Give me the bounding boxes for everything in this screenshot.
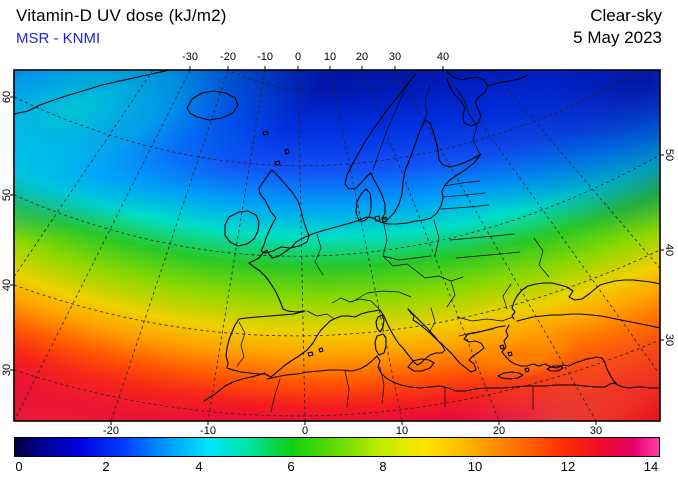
coast-sardinia	[374, 333, 387, 356]
graticule-meridians	[14, 70, 660, 421]
coast-turkey	[501, 324, 598, 369]
lon-label-bottom: 30	[589, 425, 603, 437]
lon-label-top: 30	[388, 51, 402, 63]
lon-label-top: 10	[323, 51, 337, 63]
southwest-warm-anomaly	[14, 335, 241, 421]
graticule-parallels	[14, 70, 660, 417]
coast-great-britain	[258, 169, 310, 254]
northeast-cool-anomaly	[389, 70, 660, 235]
coast-greenland	[14, 70, 171, 115]
coast-rhodes	[524, 367, 530, 373]
coast-crete	[497, 371, 524, 380]
coast-north-africa	[266, 355, 660, 392]
coastlines	[14, 70, 660, 402]
date-label: 5 May 2023	[573, 28, 662, 47]
lon-label-top: 0	[294, 51, 302, 63]
coast-iceland	[186, 90, 239, 121]
colorbar-tick-label: 14	[643, 459, 659, 474]
colorbar-tick-label: 4	[195, 459, 203, 474]
lat-label-left: 50	[1, 188, 13, 202]
lon-label-bottom: 20	[492, 425, 506, 437]
coast-kola-white-sea	[446, 71, 489, 127]
lon-label-bottom: -10	[200, 425, 216, 437]
coast-shetland	[284, 148, 290, 155]
coast-sicily	[407, 358, 435, 372]
lat-label-right: 40	[663, 243, 675, 257]
lon-label-top: 40	[436, 51, 450, 63]
header-right-block: Clear-sky 5 May 2023	[573, 5, 662, 49]
coast-cyprus	[546, 365, 564, 372]
coast-faroe	[262, 130, 269, 136]
coast-black-sea-north	[511, 279, 660, 320]
lat-label-left: 40	[1, 278, 13, 292]
colorbar-tick-label: 2	[102, 459, 110, 474]
coast-denmark	[355, 188, 372, 222]
lat-label-right: 50	[663, 148, 675, 162]
axis-tick-marks	[10, 66, 664, 425]
coast-arctic-russia	[487, 74, 529, 87]
coast-mainland-europe	[225, 73, 506, 378]
colorbar-gradient	[14, 437, 660, 457]
colorbar-tick-label: 12	[560, 459, 576, 474]
lat-label-left: 60	[1, 90, 13, 104]
sky-condition-label: Clear-sky	[590, 6, 662, 25]
coast-levant	[596, 356, 617, 384]
coast-morocco-atlantic	[203, 372, 266, 402]
lon-label-top: -20	[220, 51, 236, 63]
lon-label-top: 20	[355, 51, 369, 63]
coast-danish-isles	[374, 215, 388, 223]
colorbar-tick-label: 10	[467, 459, 483, 474]
colorbar-tick-label: 8	[379, 459, 387, 474]
coast-corsica	[375, 314, 385, 333]
colorbar-tick-label: 6	[287, 459, 295, 474]
coast-aegean-isles	[499, 344, 513, 357]
lon-label-bottom: -20	[103, 425, 119, 437]
lat-label-left: 30	[1, 363, 13, 377]
graticule	[14, 70, 660, 421]
map-frame	[13, 69, 661, 422]
lon-label-top: -30	[182, 51, 198, 63]
coast-ireland	[224, 210, 260, 247]
coast-balearics	[307, 347, 324, 357]
lon-label-top: -10	[257, 51, 273, 63]
lon-label-bottom: 10	[395, 425, 409, 437]
colorbar-tick-label: 0	[15, 459, 23, 474]
lat-label-right: 30	[663, 333, 675, 347]
country-borders	[236, 79, 550, 413]
coast-black-sea-south	[516, 313, 660, 329]
data-source-label: MSR - KNMI	[16, 30, 101, 47]
coast-orkney	[274, 160, 281, 166]
page-title: Vitamin-D UV dose (kJ/m2)	[16, 6, 227, 25]
northwest-cyan-anomaly	[14, 70, 328, 245]
lon-label-bottom: 0	[301, 425, 309, 437]
